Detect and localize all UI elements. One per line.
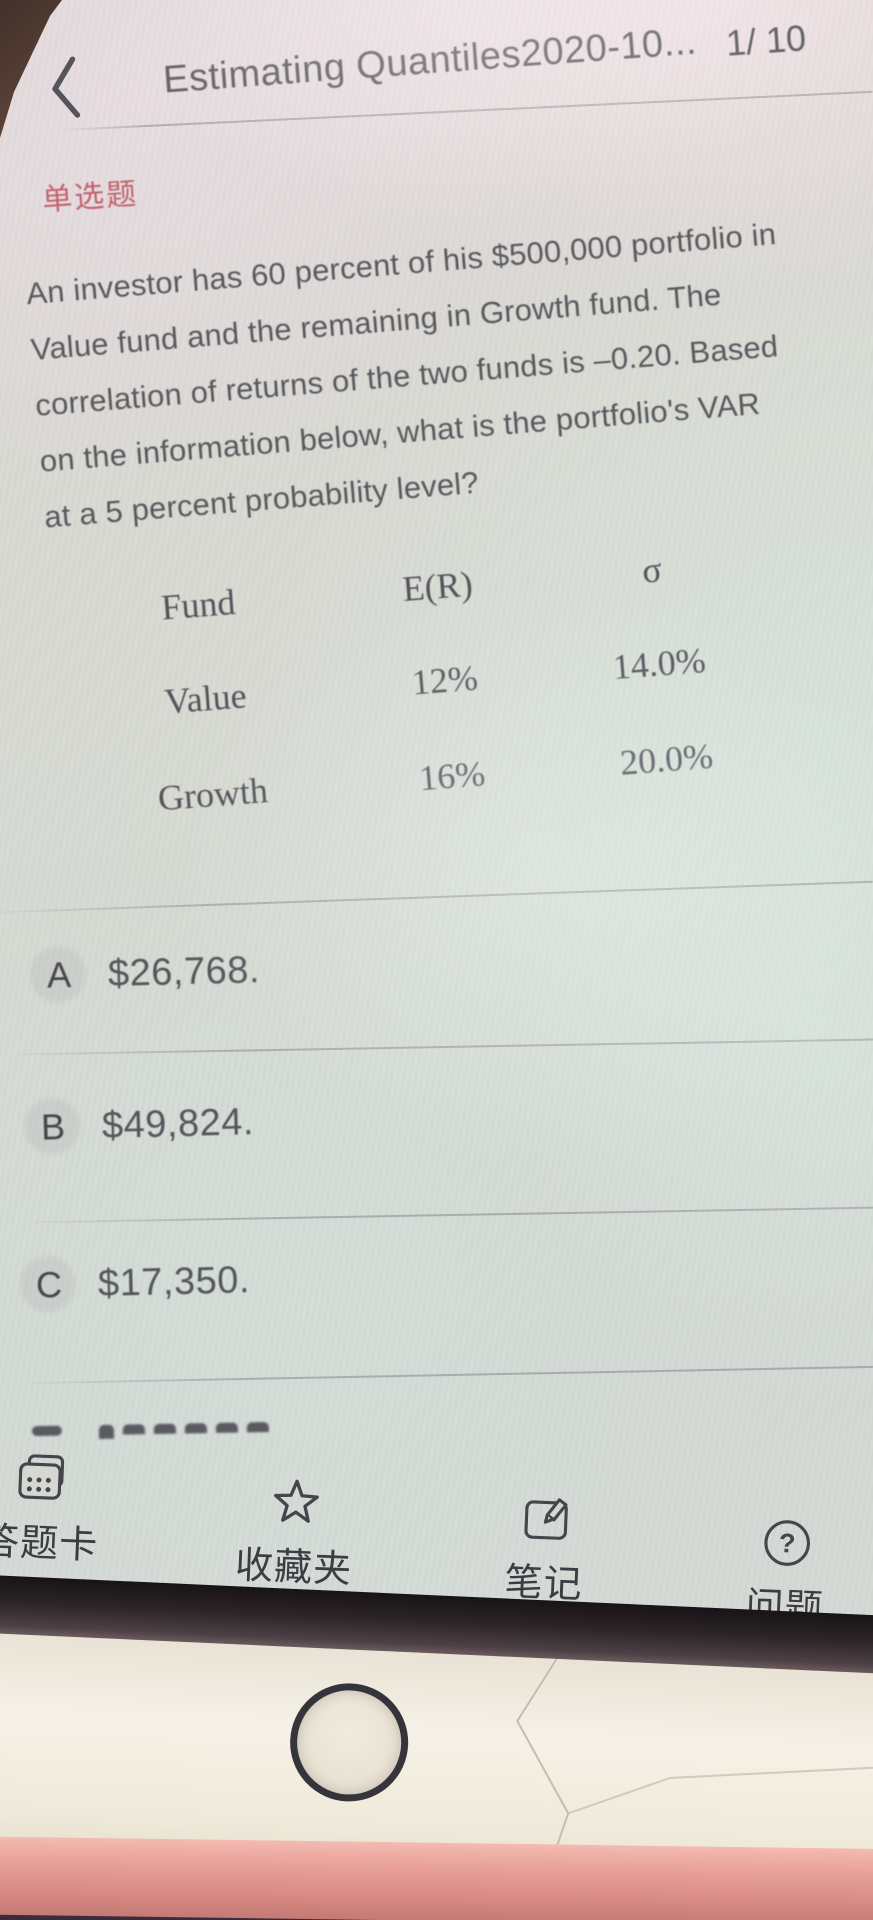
tablet-screen [0, 0, 873, 1685]
option-letter: C [25, 1264, 72, 1307]
fund-table: Fund E(R) σ Value 12% 14.0% Growth 16% 2… [81, 527, 759, 841]
answer-sheet-icon [18, 1454, 65, 1500]
screen-moire-overlay [0, 0, 873, 1685]
option-value: $26,768. [107, 949, 261, 996]
table-cell: Growth [156, 770, 270, 819]
question-type-badge: 单选题 [41, 177, 140, 218]
tablet-case-edge [0, 1836, 873, 1920]
table-cell: 14.0% [611, 640, 708, 688]
toolbar-item-answer-card[interactable]: 答题卡 [0, 1447, 118, 1570]
star-icon [274, 1479, 319, 1523]
svg-text:?: ? [778, 1528, 796, 1559]
back-icon[interactable] [47, 55, 82, 121]
toolbar-item-question[interactable]: ? 问题 [709, 1511, 864, 1634]
option-value [98, 1424, 115, 1439]
option-a[interactable]: A $26,768. [35, 949, 260, 998]
option-letter: B [29, 1106, 76, 1149]
toolbar-item-notes[interactable]: 笔记 [468, 1487, 623, 1610]
table-cell: 12% [410, 657, 480, 703]
option-b[interactable]: B $49,824. [29, 1101, 254, 1150]
option-d-clipped[interactable] [31, 1422, 278, 1450]
option-c[interactable]: C $17,350. [25, 1259, 250, 1308]
table-header-sigma: σ [640, 549, 664, 591]
option-value: $49,824. [101, 1101, 255, 1148]
question-circle-icon: ? [764, 1520, 810, 1566]
toolbar-item-label: 收藏夹 [234, 1544, 353, 1592]
option-letter: A [35, 954, 82, 997]
toolbar-item-label: 答题卡 [0, 1520, 99, 1568]
toolbar-item-favorites[interactable]: 收藏夹 [218, 1471, 373, 1594]
option-value: $17,350. [97, 1259, 251, 1306]
option-letter [31, 1425, 62, 1437]
table-cell: Value [163, 675, 248, 722]
note-icon [524, 1498, 568, 1540]
page-indicator: 1/ 10 [724, 17, 808, 64]
table-cell: 20.0% [618, 735, 715, 783]
